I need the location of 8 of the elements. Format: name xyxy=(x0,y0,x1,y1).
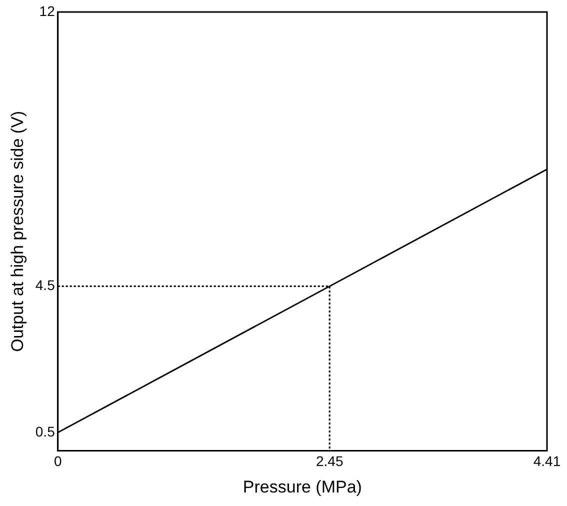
y-tick-label: 12 xyxy=(39,2,56,19)
x-tick-label: 4.41 xyxy=(533,453,561,470)
y-tick-label: 0.5 xyxy=(35,423,56,440)
x-tick-label: 0 xyxy=(54,453,62,470)
x-axis-title: Pressure (MPa) xyxy=(242,477,362,496)
y-axis-title: Output at high pressure side (V) xyxy=(8,110,27,352)
y-tick-label: 4.5 xyxy=(35,277,56,294)
x-tick-label: 2.45 xyxy=(316,453,344,470)
